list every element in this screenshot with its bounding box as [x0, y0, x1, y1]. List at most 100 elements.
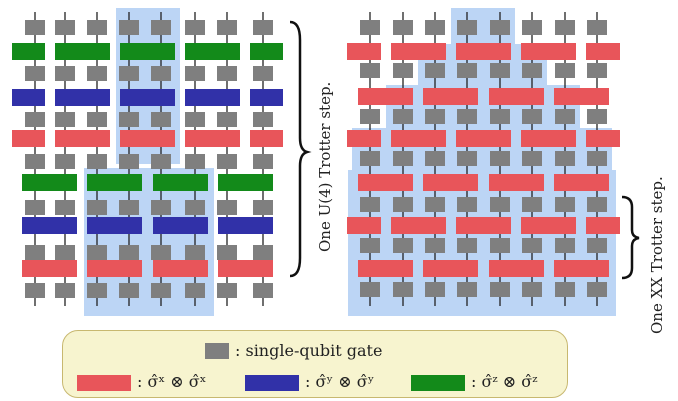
single-qubit-gate [217, 154, 237, 169]
single-qubit-gate [185, 112, 205, 127]
single-qubit-gate [25, 245, 45, 260]
single-qubit-gate [151, 200, 171, 215]
u4-step-label: One U(4) Trotter step. [316, 81, 334, 252]
single-qubit-gate [217, 66, 237, 81]
xx-two-qubit-gate [347, 130, 381, 147]
xx-two-qubit-gate [347, 43, 381, 60]
single-qubit-gate [555, 238, 575, 253]
single-qubit-gate [457, 197, 477, 212]
yy-two-qubit-gate [250, 89, 283, 106]
single-qubit-gate [425, 63, 445, 78]
single-qubit-gate [490, 63, 510, 78]
single-qubit-gate [151, 283, 171, 298]
single-qubit-gate [185, 154, 205, 169]
single-qubit-gate [25, 112, 45, 127]
xx-two-qubit-gate [423, 88, 478, 105]
single-qubit-gate [587, 282, 607, 297]
xx-two-qubit-gate [358, 88, 413, 105]
single-qubit-gate [457, 20, 477, 35]
yy-swatch [245, 375, 299, 391]
single-qubit-gate [587, 238, 607, 253]
single-qubit-gate [393, 63, 413, 78]
single-qubit-gate [490, 109, 510, 124]
single-qubit-gate [522, 109, 542, 124]
right-brace-icon [621, 195, 640, 280]
xx-two-qubit-gate [456, 43, 511, 60]
single-qubit-swatch [205, 343, 229, 359]
single-qubit-gate [587, 109, 607, 124]
zz-two-qubit-gate [22, 174, 77, 191]
yy-two-qubit-gate [185, 89, 240, 106]
single-qubit-gate [393, 109, 413, 124]
single-qubit-gate [253, 66, 273, 81]
zz-two-qubit-gate [55, 43, 110, 60]
single-qubit-gate [360, 109, 380, 124]
single-qubit-gate [87, 66, 107, 81]
single-qubit-gate [360, 20, 380, 35]
single-qubit-gate [360, 151, 380, 166]
single-qubit-gate [119, 245, 139, 260]
single-qubit-gate [393, 238, 413, 253]
single-qubit-gate [555, 20, 575, 35]
single-qubit-gate [490, 20, 510, 35]
single-qubit-gate [490, 151, 510, 166]
xx-step-label: One XX Trotter step. [648, 176, 666, 334]
single-qubit-gate [119, 154, 139, 169]
single-qubit-gate [119, 283, 139, 298]
single-qubit-gate [522, 151, 542, 166]
xx-two-qubit-gate [554, 260, 609, 277]
single-qubit-gate [55, 200, 75, 215]
single-qubit-gate [151, 154, 171, 169]
single-qubit-gate [185, 20, 205, 35]
xx-two-qubit-gate [554, 88, 609, 105]
single-qubit-gate [360, 197, 380, 212]
single-qubit-gate [490, 238, 510, 253]
single-qubit-gate [151, 66, 171, 81]
single-qubit-gate [87, 20, 107, 35]
xx-two-qubit-gate [521, 130, 576, 147]
single-qubit-gate [87, 112, 107, 127]
single-qubit-gate [522, 238, 542, 253]
xx-two-qubit-gate [586, 130, 620, 147]
xx-two-qubit-gate [218, 260, 273, 277]
single-qubit-gate [555, 151, 575, 166]
single-qubit-gate [25, 283, 45, 298]
single-qubit-gate [87, 154, 107, 169]
xx-two-qubit-gate [456, 217, 511, 234]
single-qubit-gate [587, 197, 607, 212]
xx-two-qubit-gate [423, 260, 478, 277]
single-qubit-gate [253, 200, 273, 215]
single-qubit-gate [253, 20, 273, 35]
single-qubit-gate [555, 282, 575, 297]
single-qubit-gate [185, 283, 205, 298]
single-qubit-gate [87, 283, 107, 298]
left-brace-icon [289, 20, 312, 278]
single-qubit-gate [25, 20, 45, 35]
single-qubit-gate [425, 20, 445, 35]
xx-two-qubit-gate [521, 43, 576, 60]
single-qubit-gate [522, 63, 542, 78]
yy-two-qubit-gate [87, 217, 142, 234]
single-qubit-gate [393, 197, 413, 212]
single-qubit-gate [522, 197, 542, 212]
xx-two-qubit-gate [586, 217, 620, 234]
single-qubit-gate [425, 238, 445, 253]
single-qubit-gate [217, 20, 237, 35]
single-qubit-gate [55, 245, 75, 260]
single-qubit-legend-label: : single-qubit gate [235, 341, 383, 360]
single-qubit-gate [119, 200, 139, 215]
zz-swatch [411, 375, 465, 391]
single-qubit-gate [217, 283, 237, 298]
single-qubit-gate [555, 197, 575, 212]
single-qubit-gate [217, 245, 237, 260]
single-qubit-gate [25, 66, 45, 81]
yy-two-qubit-gate [218, 217, 273, 234]
yy-legend-label: : σ̂ʸ ⊗ σ̂ʸ [305, 372, 375, 391]
single-qubit-gate [87, 245, 107, 260]
single-qubit-gate [119, 66, 139, 81]
zz-legend-label: : σ̂ᶻ ⊗ σ̂ᶻ [471, 372, 538, 391]
single-qubit-gate [151, 245, 171, 260]
single-qubit-gate [55, 112, 75, 127]
xx-two-qubit-gate [456, 130, 511, 147]
xx-swatch [77, 375, 131, 391]
